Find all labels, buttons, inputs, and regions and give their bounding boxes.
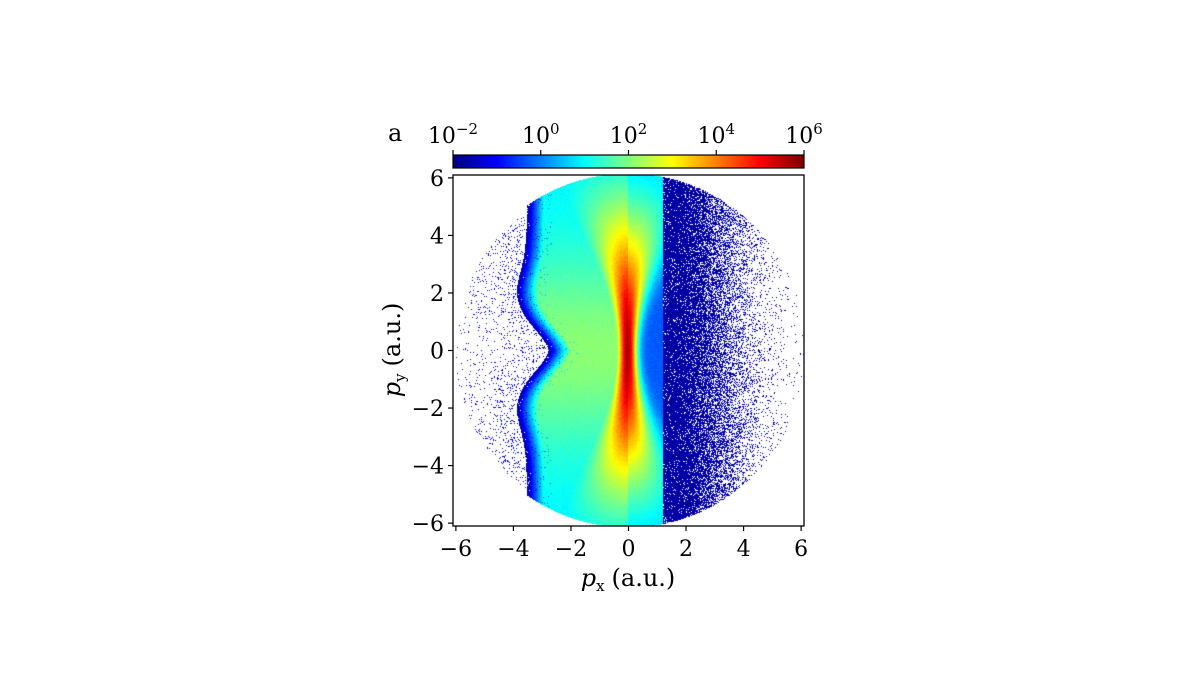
colorbar-tick-label: 104 [697, 120, 735, 149]
x-tick-label: 6 [794, 537, 808, 562]
colorbar-gradient [453, 155, 804, 168]
x-tick-label: 4 [737, 537, 751, 562]
y-axis-label: py (a.u.) [378, 303, 409, 398]
y-axis-label-subscript: y [391, 373, 409, 383]
y-tick-label: −2 [412, 397, 444, 422]
x-axis-label-symbol: p [581, 564, 596, 592]
colorbar: 10−2 100 102 104 106 [428, 120, 823, 169]
y-tick-label: 6 [430, 167, 444, 192]
colorbar-ticks: 10−2 100 102 104 106 [428, 120, 823, 155]
y-axis-label-unit: (a.u.) [378, 303, 406, 367]
heatmap-image [453, 175, 804, 526]
y-tick-label: −4 [412, 455, 444, 480]
x-tick-label: −2 [555, 537, 587, 562]
x-tick-label: 2 [679, 537, 693, 562]
colorbar-tick-label: 10−2 [428, 120, 478, 149]
y-tick-label: 2 [430, 282, 444, 307]
colorbar-tick-label: 102 [610, 120, 648, 149]
x-axis-label-subscript: x [596, 577, 605, 595]
colorbar-tick-label: 100 [522, 120, 560, 149]
x-axis-ticks: −6 −4 −2 0 2 4 6 [440, 526, 808, 562]
panel-label: a [388, 119, 402, 147]
colorbar-tick-label: 106 [785, 120, 823, 149]
y-tick-label: 4 [430, 224, 444, 249]
y-tick-label: −6 [412, 512, 444, 537]
x-tick-label: 0 [622, 537, 636, 562]
x-axis-label-unit: (a.u.) [612, 564, 676, 592]
x-tick-label: −6 [440, 537, 472, 562]
y-tick-label: 0 [430, 340, 444, 365]
heatmap-area [453, 175, 804, 526]
y-axis-label-symbol: p [378, 382, 406, 397]
x-axis-label: px (a.u.) [581, 564, 676, 595]
y-axis-ticks: −6 −4 −2 0 2 4 6 [412, 167, 453, 537]
x-tick-label: −4 [497, 537, 529, 562]
